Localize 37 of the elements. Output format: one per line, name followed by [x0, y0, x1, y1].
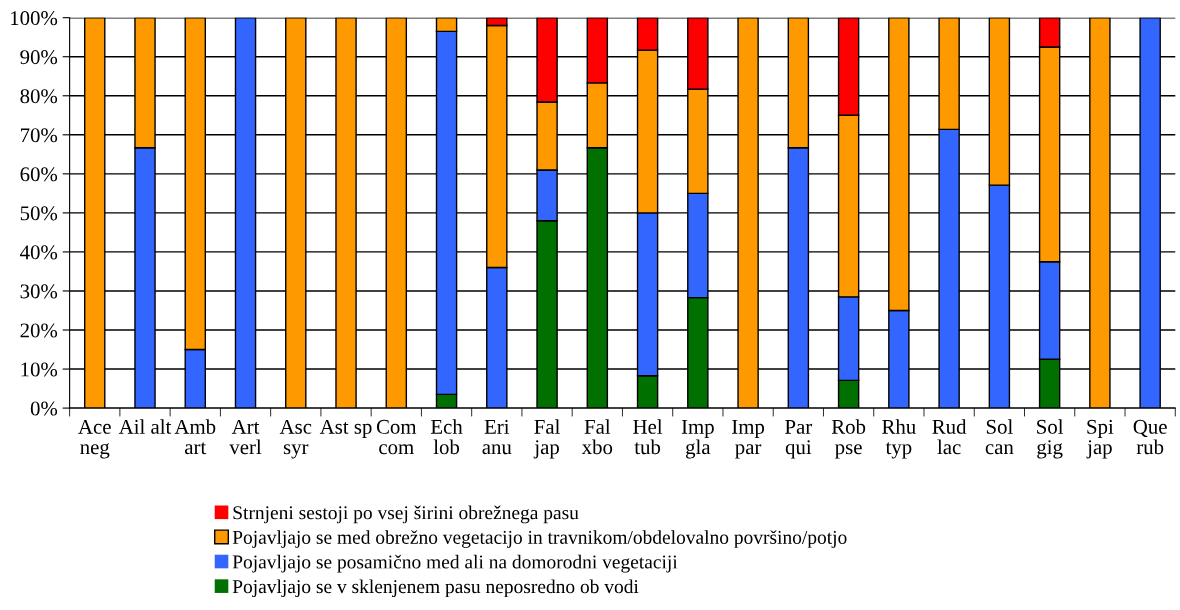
- y-tick-label: 80%: [20, 89, 58, 104]
- x-tick-label: Rud lac: [932, 419, 967, 455]
- x-tick-label: Amb art: [174, 419, 216, 455]
- y-tick-label: 100%: [11, 11, 58, 26]
- x-tick-label: Que rub: [1133, 419, 1167, 455]
- x-tick-label: Spi jap: [1086, 419, 1114, 459]
- legend-label: Pojavljajo se posamično med ali na domorodni vegetaciji: [232, 554, 678, 573]
- y-tick-label: 70%: [21, 128, 58, 143]
- x-tick-label: Ace neg: [78, 419, 111, 459]
- x-tick-label: Ech lob: [430, 419, 463, 455]
- y-tick-label: 0%: [30, 401, 58, 416]
- x-tick-label: Ast sp: [319, 419, 372, 439]
- x-tick-label: Sol gig: [1037, 419, 1064, 459]
- legend-label: Strnjeni sestoji po vsej širini obrežnega pasu: [233, 505, 579, 524]
- y-tick-label: 20%: [20, 323, 58, 338]
- y-tick-label: 50%: [20, 206, 58, 221]
- x-tick-label: Eri anu: [482, 419, 512, 455]
- y-tick-label: 30%: [20, 284, 58, 299]
- x-tick-label: Hel tub: [633, 419, 663, 455]
- x-tick-label: Sol can: [985, 419, 1014, 455]
- x-tick-label: Asc syr: [279, 419, 312, 459]
- y-tick-label: 60%: [20, 167, 58, 182]
- x-tick-label: Fal jap: [533, 419, 560, 459]
- x-tick-label: Fal xbo: [581, 419, 613, 455]
- legend-label: Pojavljajo se med obrežno vegetacijo in travnikom/obdelovalno površino/potjo: [232, 530, 847, 548]
- y-tick-label: 40%: [20, 245, 58, 260]
- x-tick-label: Art verl: [229, 419, 262, 455]
- x-tick-label: Com com: [376, 419, 417, 455]
- x-tick-label: Rob pse: [831, 419, 866, 459]
- legend-label: Pojavljajo se v sklenjenem pasu neposredno ob vodi: [232, 579, 639, 598]
- x-tick-label: Imp gla: [681, 420, 714, 459]
- y-tick-label: 90%: [20, 50, 58, 65]
- x-tick-label: Par qui: [785, 420, 813, 459]
- y-tick-label: 10%: [21, 362, 58, 377]
- x-tick-label: Ail alt: [118, 419, 172, 434]
- x-tick-label: Imp par: [732, 420, 765, 459]
- x-tick-label: Rhu typ: [882, 419, 916, 459]
